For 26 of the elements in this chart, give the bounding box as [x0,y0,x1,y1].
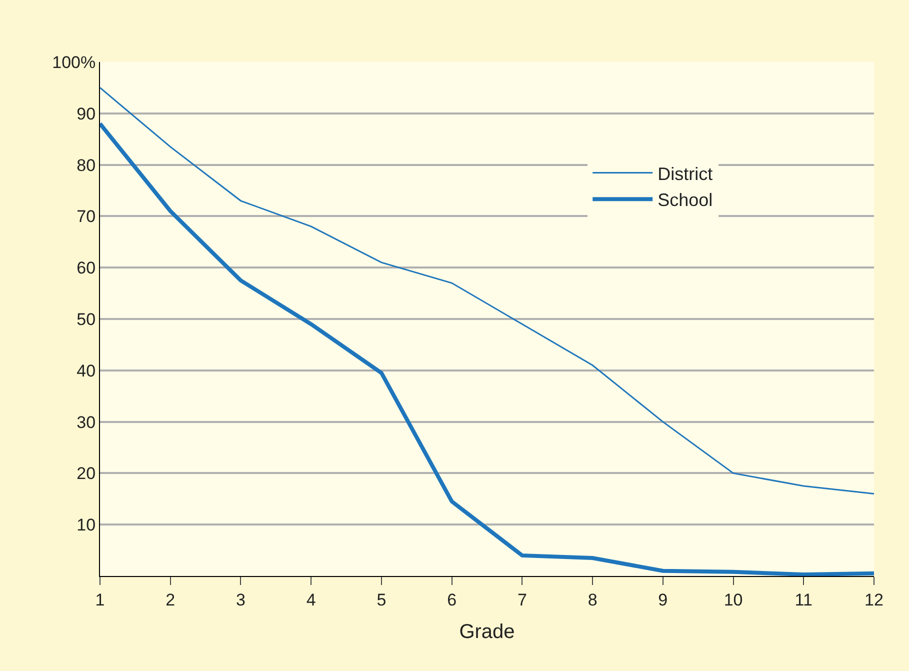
x-tick-label: 8 [588,590,598,610]
x-tick-label: 4 [306,590,316,610]
legend-label: District [658,164,713,184]
line-series [100,86,874,495]
y-tick-label: 80 [76,156,96,175]
x-tick-label: 1 [95,590,105,610]
y-tick-label: 10 [76,516,96,535]
x-tick-label: 3 [236,590,246,610]
y-tick-label: 30 [76,412,96,432]
y-tick-label: 50 [76,310,96,329]
x-tick-label: 9 [658,590,668,610]
y-tick-label: 70 [76,207,96,226]
legend-label: School [658,190,713,210]
y-tick-label: 40 [76,361,96,380]
x-tick-label: 5 [376,590,386,610]
x-tick-label: 2 [166,590,176,610]
x-tick-label: 7 [517,590,527,610]
x-tick-label: 10 [724,590,743,610]
x-tick-label: 6 [447,590,457,610]
x-tick-label: 12 [864,590,884,610]
y-tick-label: 20 [76,464,96,484]
y-tick-label: 90 [76,104,96,124]
y-tick-label: 60 [76,258,96,278]
x-axis-title: Grade [459,620,515,643]
x-tick-label: 11 [794,590,812,610]
y-tick-label: 100% [52,52,96,72]
